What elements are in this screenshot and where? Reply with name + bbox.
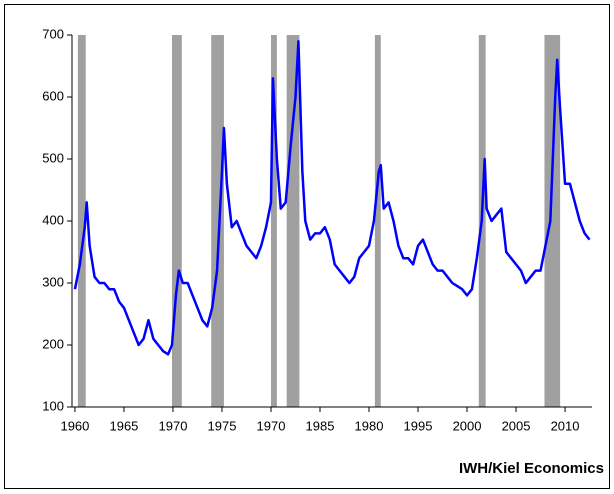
- recession-band: [171, 35, 182, 407]
- recession-band: [544, 35, 561, 407]
- recession-band: [374, 35, 381, 407]
- x-tick-label: 1970: [257, 418, 286, 433]
- y-tick-label: 300: [42, 274, 64, 289]
- recession-band: [286, 35, 300, 407]
- x-tick-label: 1995: [404, 418, 433, 433]
- x-tick-label: 1965: [109, 418, 138, 433]
- source: IWH/Kiel Economics: [459, 460, 604, 477]
- x-tick-label: 1970: [159, 418, 188, 433]
- y-tick-label: 200: [42, 336, 64, 351]
- x-tick-label: 2010: [551, 418, 580, 433]
- recession-band: [211, 35, 224, 407]
- x-tick-label: 1980: [355, 418, 384, 433]
- recession-band: [77, 35, 86, 407]
- y-tick-label: 100: [42, 398, 64, 413]
- recession-band: [270, 35, 277, 407]
- data-line: [73, 39, 591, 356]
- frame: [4, 4, 610, 489]
- y-tick-label: 500: [42, 150, 64, 165]
- y-tick-label: 700: [42, 26, 64, 41]
- x-tick-label: 2005: [502, 418, 531, 433]
- y-tick-label: 400: [42, 212, 64, 227]
- x-tick-label: 2000: [453, 418, 482, 433]
- x-tick-label: 1985: [306, 418, 335, 433]
- x-tick-label: 1960: [60, 418, 89, 433]
- y-tick-label: 600: [42, 88, 64, 103]
- x-tick-label: 1975: [208, 418, 237, 433]
